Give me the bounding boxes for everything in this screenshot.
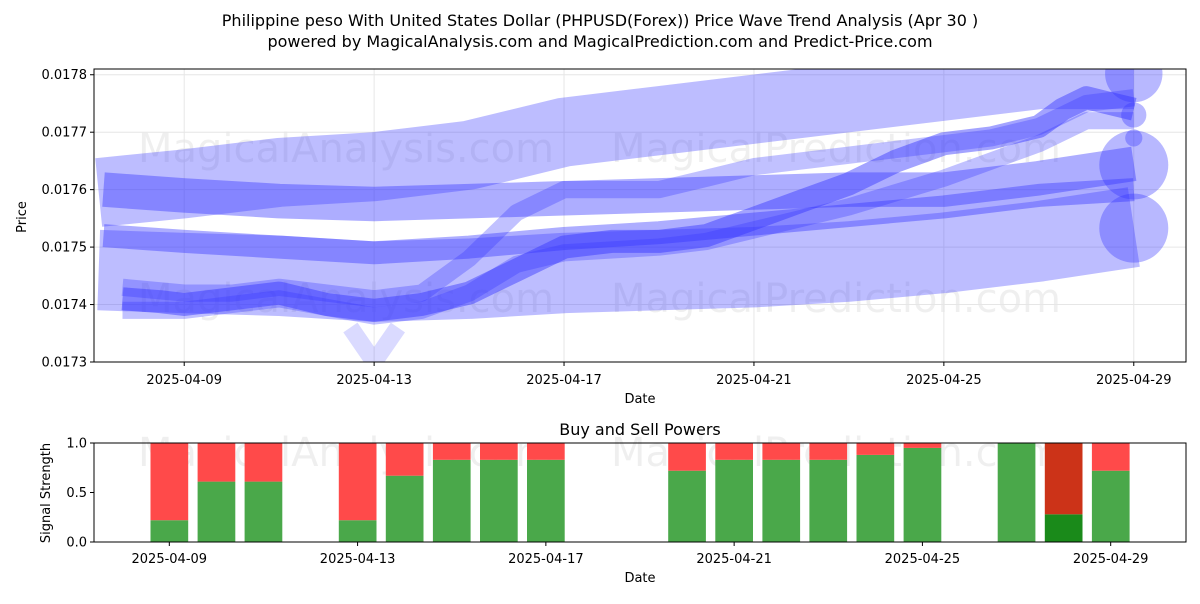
- watermark-prediction-bottom: MagicalPrediction.com: [611, 276, 1061, 322]
- buy-power-bar: [480, 459, 518, 542]
- sell-power-bar: [762, 443, 801, 460]
- forecast-end-point: [1125, 129, 1143, 147]
- buy-power-bar: [997, 443, 1036, 542]
- sell-power-bar: [668, 443, 706, 471]
- price-x-tick-label: 2025-04-29: [1096, 373, 1172, 388]
- price-x-tick-label: 2025-04-17: [526, 373, 602, 388]
- price-x-tick-label: 2025-04-09: [146, 373, 222, 388]
- price-y-tick-label: 0.0176: [42, 183, 88, 198]
- price-x-tick-label: 2025-04-13: [336, 373, 412, 388]
- price-y-axis-label: Price: [15, 201, 30, 233]
- power-y-tick-label: 1.0: [66, 437, 87, 452]
- buy-power-bar: [668, 470, 706, 542]
- chart-title-line2: powered by MagicalAnalysis.com and Magic…: [267, 32, 932, 51]
- power-bars: [150, 443, 1130, 542]
- wave-band-long-term-band: [95, 69, 1134, 227]
- power-x-tick-label: 2025-04-13: [320, 552, 396, 567]
- forecast-end-point: [1105, 69, 1163, 103]
- forecast-end-point: [1099, 130, 1169, 200]
- power-y-ticks: 0.0 0.5 1.0: [66, 437, 94, 551]
- watermark-analysis-bottom: MagicalAnalysis.com: [138, 276, 554, 322]
- power-x-tick-label: 2025-04-17: [508, 552, 584, 567]
- power-y-tick-label: 0.0: [66, 536, 87, 551]
- power-x-axis-label: Date: [624, 571, 655, 586]
- price-y-tick-label: 0.0177: [42, 126, 88, 141]
- buy-power-bar: [432, 459, 471, 542]
- sell-power-bar: [480, 443, 518, 460]
- sell-power-bar: [856, 443, 895, 455]
- price-plot-area: [95, 69, 1169, 362]
- price-y-tick-label: 0.0175: [42, 241, 88, 256]
- power-y-axis-label: Signal Strength: [39, 443, 54, 543]
- buy-power-bar: [385, 475, 424, 542]
- sell-power-bar: [809, 443, 848, 460]
- buy-power-bar: [809, 459, 848, 542]
- sell-power-bar: [1044, 443, 1083, 515]
- price-plot-frame: [93, 68, 1187, 363]
- wave-band-forecast-upper: [121, 89, 1135, 308]
- buy-power-bar: [197, 481, 236, 542]
- watermark-prediction-top: MagicalPrediction.com: [611, 126, 1061, 172]
- sell-power-bar: [338, 443, 377, 521]
- price-chart: MagicalAnalysis.com MagicalPrediction.co…: [15, 68, 1187, 407]
- sell-power-bar: [903, 443, 942, 448]
- watermark-analysis-top: MagicalAnalysis.com: [138, 126, 554, 172]
- sell-power-bar: [385, 443, 424, 476]
- sell-power-bar: [197, 443, 236, 482]
- wave-band-price-path: [121, 86, 1137, 322]
- wave-band-dip: [343, 322, 405, 362]
- price-x-tick-label: 2025-04-21: [716, 373, 792, 388]
- power-x-tick-label: 2025-04-29: [1073, 552, 1149, 567]
- buy-power-bar: [1091, 470, 1130, 542]
- buy-power-bar: [715, 459, 753, 542]
- buy-power-bar: [338, 520, 377, 542]
- buy-power-bar: [856, 454, 895, 542]
- wave-band-upper-wave: [102, 146, 1137, 222]
- sell-power-bar: [432, 443, 471, 460]
- buy-power-bar: [762, 459, 801, 542]
- price-x-tick-label: 2025-04-25: [906, 373, 982, 388]
- price-watermarks: MagicalAnalysis.com MagicalPrediction.co…: [138, 126, 1061, 322]
- power-x-ticks: 2025-04-09 2025-04-13 2025-04-17 2025-04-21…: [132, 542, 1149, 567]
- power-x-tick-label: 2025-04-21: [696, 552, 772, 567]
- power-chart-title: Buy and Sell Powers: [559, 420, 721, 439]
- power-x-tick-label: 2025-04-09: [132, 552, 208, 567]
- sell-power-bar: [527, 443, 565, 460]
- price-y-ticks: 0.0173 0.0174 0.0175 0.0176 0.0177 0.0178: [42, 68, 94, 371]
- forecast-end-point: [1121, 102, 1147, 128]
- buy-power-bar: [244, 481, 283, 542]
- wave-band-forecast-lower: [122, 112, 1134, 325]
- power-chart: Buy and Sell Powers MagicalAnalysis.com …: [39, 420, 1187, 586]
- power-y-tick-label: 0.5: [66, 486, 87, 501]
- price-y-tick-label: 0.0173: [42, 356, 88, 371]
- sell-power-bar: [1091, 443, 1130, 471]
- price-x-ticks: 2025-04-09 2025-04-13 2025-04-17 2025-04-21…: [146, 362, 1172, 388]
- buy-power-bar: [1044, 514, 1083, 542]
- price-x-axis-label: Date: [624, 392, 655, 407]
- price-y-tick-label: 0.0178: [42, 68, 88, 83]
- buy-power-bar: [150, 520, 189, 542]
- sell-power-bar: [244, 443, 283, 482]
- buy-power-bar: [903, 447, 942, 542]
- price-wave-bands: [95, 69, 1140, 362]
- sell-power-bar: [715, 443, 753, 460]
- buy-power-bar: [527, 459, 565, 542]
- price-y-tick-label: 0.0174: [42, 298, 88, 313]
- power-x-tick-label: 2025-04-25: [885, 552, 961, 567]
- sell-power-bar: [150, 443, 189, 521]
- forecast-end-point: [1099, 193, 1169, 263]
- chart-title-line1: Philippine peso With United States Dolla…: [222, 11, 978, 30]
- wave-band-lower-wave: [102, 178, 1135, 265]
- wave-band-lower-band: [97, 187, 1140, 322]
- price-end-points: [1099, 69, 1169, 263]
